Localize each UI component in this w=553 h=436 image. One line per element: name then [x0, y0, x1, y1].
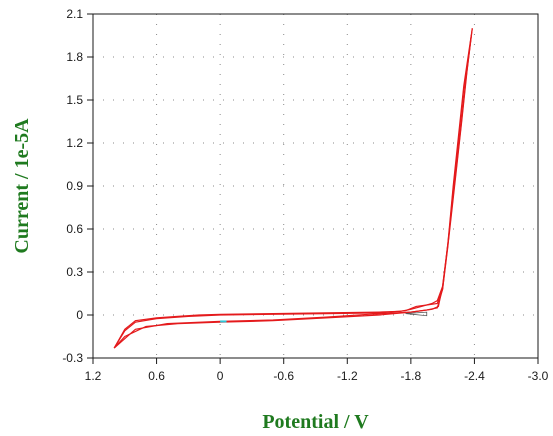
cycle-1-forward-scan [113, 28, 473, 349]
cycle-2-forward-scan [113, 35, 472, 349]
y-tick-label: 0.9 [66, 179, 83, 193]
y-tick-label: 1.8 [66, 50, 83, 64]
x-tick-label: 0.6 [148, 369, 165, 383]
x-tick-label: 1.2 [85, 369, 102, 383]
x-tick-label: -3.0 [528, 369, 549, 383]
cycle-1-reverse-scan [113, 28, 473, 349]
y-tick-label: 0 [76, 308, 83, 322]
y-tick-label: 1.5 [66, 93, 83, 107]
inner-loop [405, 311, 428, 317]
x-tick-label: 0 [217, 369, 224, 383]
y-tick-label: -0.3 [62, 351, 83, 365]
x-tick-label: -2.4 [464, 369, 485, 383]
y-tick-label: 2.1 [66, 7, 83, 21]
x-axis-title: Potential / V [262, 411, 369, 433]
data-series [113, 28, 473, 349]
y-tick-label: 1.2 [66, 136, 83, 150]
grid [93, 14, 538, 358]
plot-frame [92, 13, 539, 359]
y-axis-title: Current / 1e-5A [11, 118, 33, 254]
cycle-2-reverse-scan [113, 35, 472, 349]
x-tick-label: -0.6 [273, 369, 294, 383]
x-tick-label: -1.2 [337, 369, 358, 383]
x-tick-label: -1.8 [401, 369, 422, 383]
axis-ticks: 1.2 0.6 0 -0.6 -1.2 -1.8 -2.4 -3.0 -0.3 0 0.3 0.6 0.… [62, 7, 548, 383]
y-tick-label: 0.6 [66, 222, 83, 236]
y-tick-label: 0.3 [66, 265, 83, 279]
